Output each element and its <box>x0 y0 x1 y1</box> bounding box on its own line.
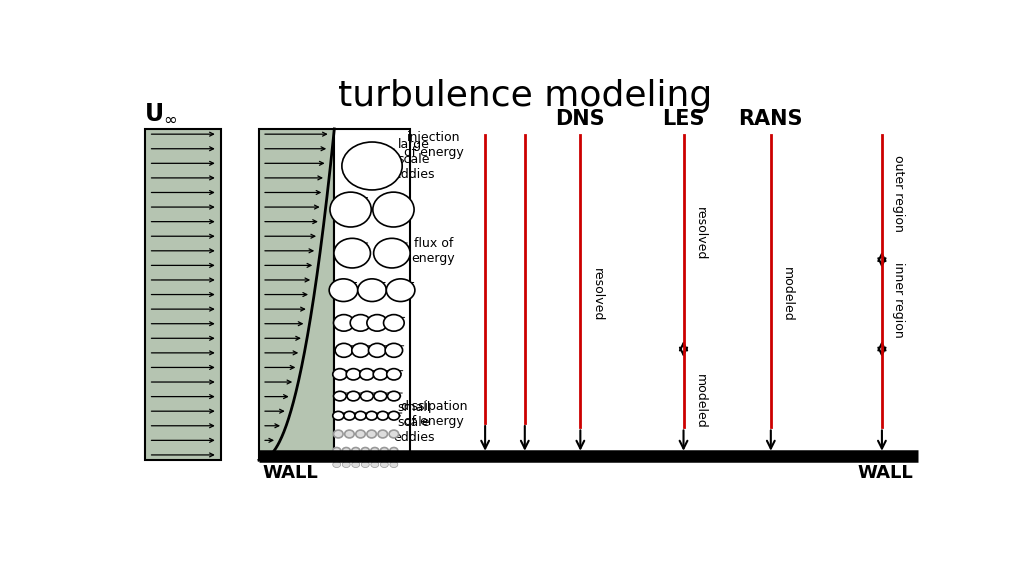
Ellipse shape <box>386 279 415 302</box>
Text: DNS: DNS <box>556 109 605 129</box>
Ellipse shape <box>329 279 357 302</box>
Text: dissipation
of energy: dissipation of energy <box>399 400 467 428</box>
Ellipse shape <box>390 448 398 453</box>
Bar <box>145 129 221 460</box>
Ellipse shape <box>344 411 355 420</box>
Ellipse shape <box>355 411 367 420</box>
Text: inner region: inner region <box>892 262 905 338</box>
Ellipse shape <box>357 279 386 302</box>
Ellipse shape <box>333 448 341 453</box>
Text: large
scale
eddies: large scale eddies <box>393 138 434 181</box>
Ellipse shape <box>333 411 344 420</box>
Ellipse shape <box>387 368 401 380</box>
Ellipse shape <box>352 461 359 468</box>
Ellipse shape <box>390 461 398 468</box>
Text: modeled: modeled <box>781 267 795 322</box>
Ellipse shape <box>367 411 377 420</box>
Ellipse shape <box>378 430 387 438</box>
Text: flux of
energy: flux of energy <box>412 237 456 265</box>
Text: $\mathbf{U}_{\infty}$: $\mathbf{U}_{\infty}$ <box>143 101 177 125</box>
Ellipse shape <box>385 344 402 357</box>
Ellipse shape <box>369 344 386 357</box>
Ellipse shape <box>345 430 354 438</box>
Ellipse shape <box>334 238 371 268</box>
Ellipse shape <box>380 461 388 468</box>
Ellipse shape <box>360 391 373 401</box>
Text: LES: LES <box>663 109 705 129</box>
Ellipse shape <box>373 192 414 227</box>
Ellipse shape <box>342 142 402 190</box>
Text: resolved: resolved <box>591 268 604 321</box>
Ellipse shape <box>359 368 374 380</box>
Ellipse shape <box>342 461 350 468</box>
Ellipse shape <box>388 411 399 420</box>
Ellipse shape <box>350 315 371 331</box>
Text: resolved: resolved <box>694 207 707 260</box>
Ellipse shape <box>367 430 377 438</box>
Ellipse shape <box>371 461 379 468</box>
Ellipse shape <box>334 430 343 438</box>
Text: turbulence modeling: turbulence modeling <box>338 79 712 113</box>
Ellipse shape <box>371 448 379 453</box>
Ellipse shape <box>335 344 352 357</box>
Ellipse shape <box>387 391 400 401</box>
Ellipse shape <box>389 430 398 438</box>
Bar <box>334 129 410 460</box>
Bar <box>259 129 334 460</box>
Ellipse shape <box>380 448 388 453</box>
Ellipse shape <box>361 461 370 468</box>
Ellipse shape <box>361 448 370 453</box>
Ellipse shape <box>330 192 372 227</box>
Ellipse shape <box>374 238 411 268</box>
Text: WALL: WALL <box>263 464 318 482</box>
Text: RANS: RANS <box>738 109 803 129</box>
Ellipse shape <box>352 448 359 453</box>
Ellipse shape <box>367 315 387 331</box>
Ellipse shape <box>334 391 346 401</box>
Ellipse shape <box>352 344 370 357</box>
Text: injection
of energy: injection of energy <box>403 131 464 159</box>
Text: small
scale
eddies: small scale eddies <box>393 401 434 444</box>
Text: outer region: outer region <box>892 155 905 231</box>
Text: modeled: modeled <box>694 374 707 428</box>
Ellipse shape <box>333 461 341 468</box>
Ellipse shape <box>373 368 387 380</box>
Ellipse shape <box>374 391 387 401</box>
Ellipse shape <box>333 368 347 380</box>
Ellipse shape <box>355 430 366 438</box>
Ellipse shape <box>346 368 360 380</box>
Ellipse shape <box>347 391 359 401</box>
Text: WALL: WALL <box>858 464 913 482</box>
Ellipse shape <box>384 315 404 331</box>
Ellipse shape <box>377 411 388 420</box>
Ellipse shape <box>334 315 354 331</box>
Ellipse shape <box>342 448 350 453</box>
